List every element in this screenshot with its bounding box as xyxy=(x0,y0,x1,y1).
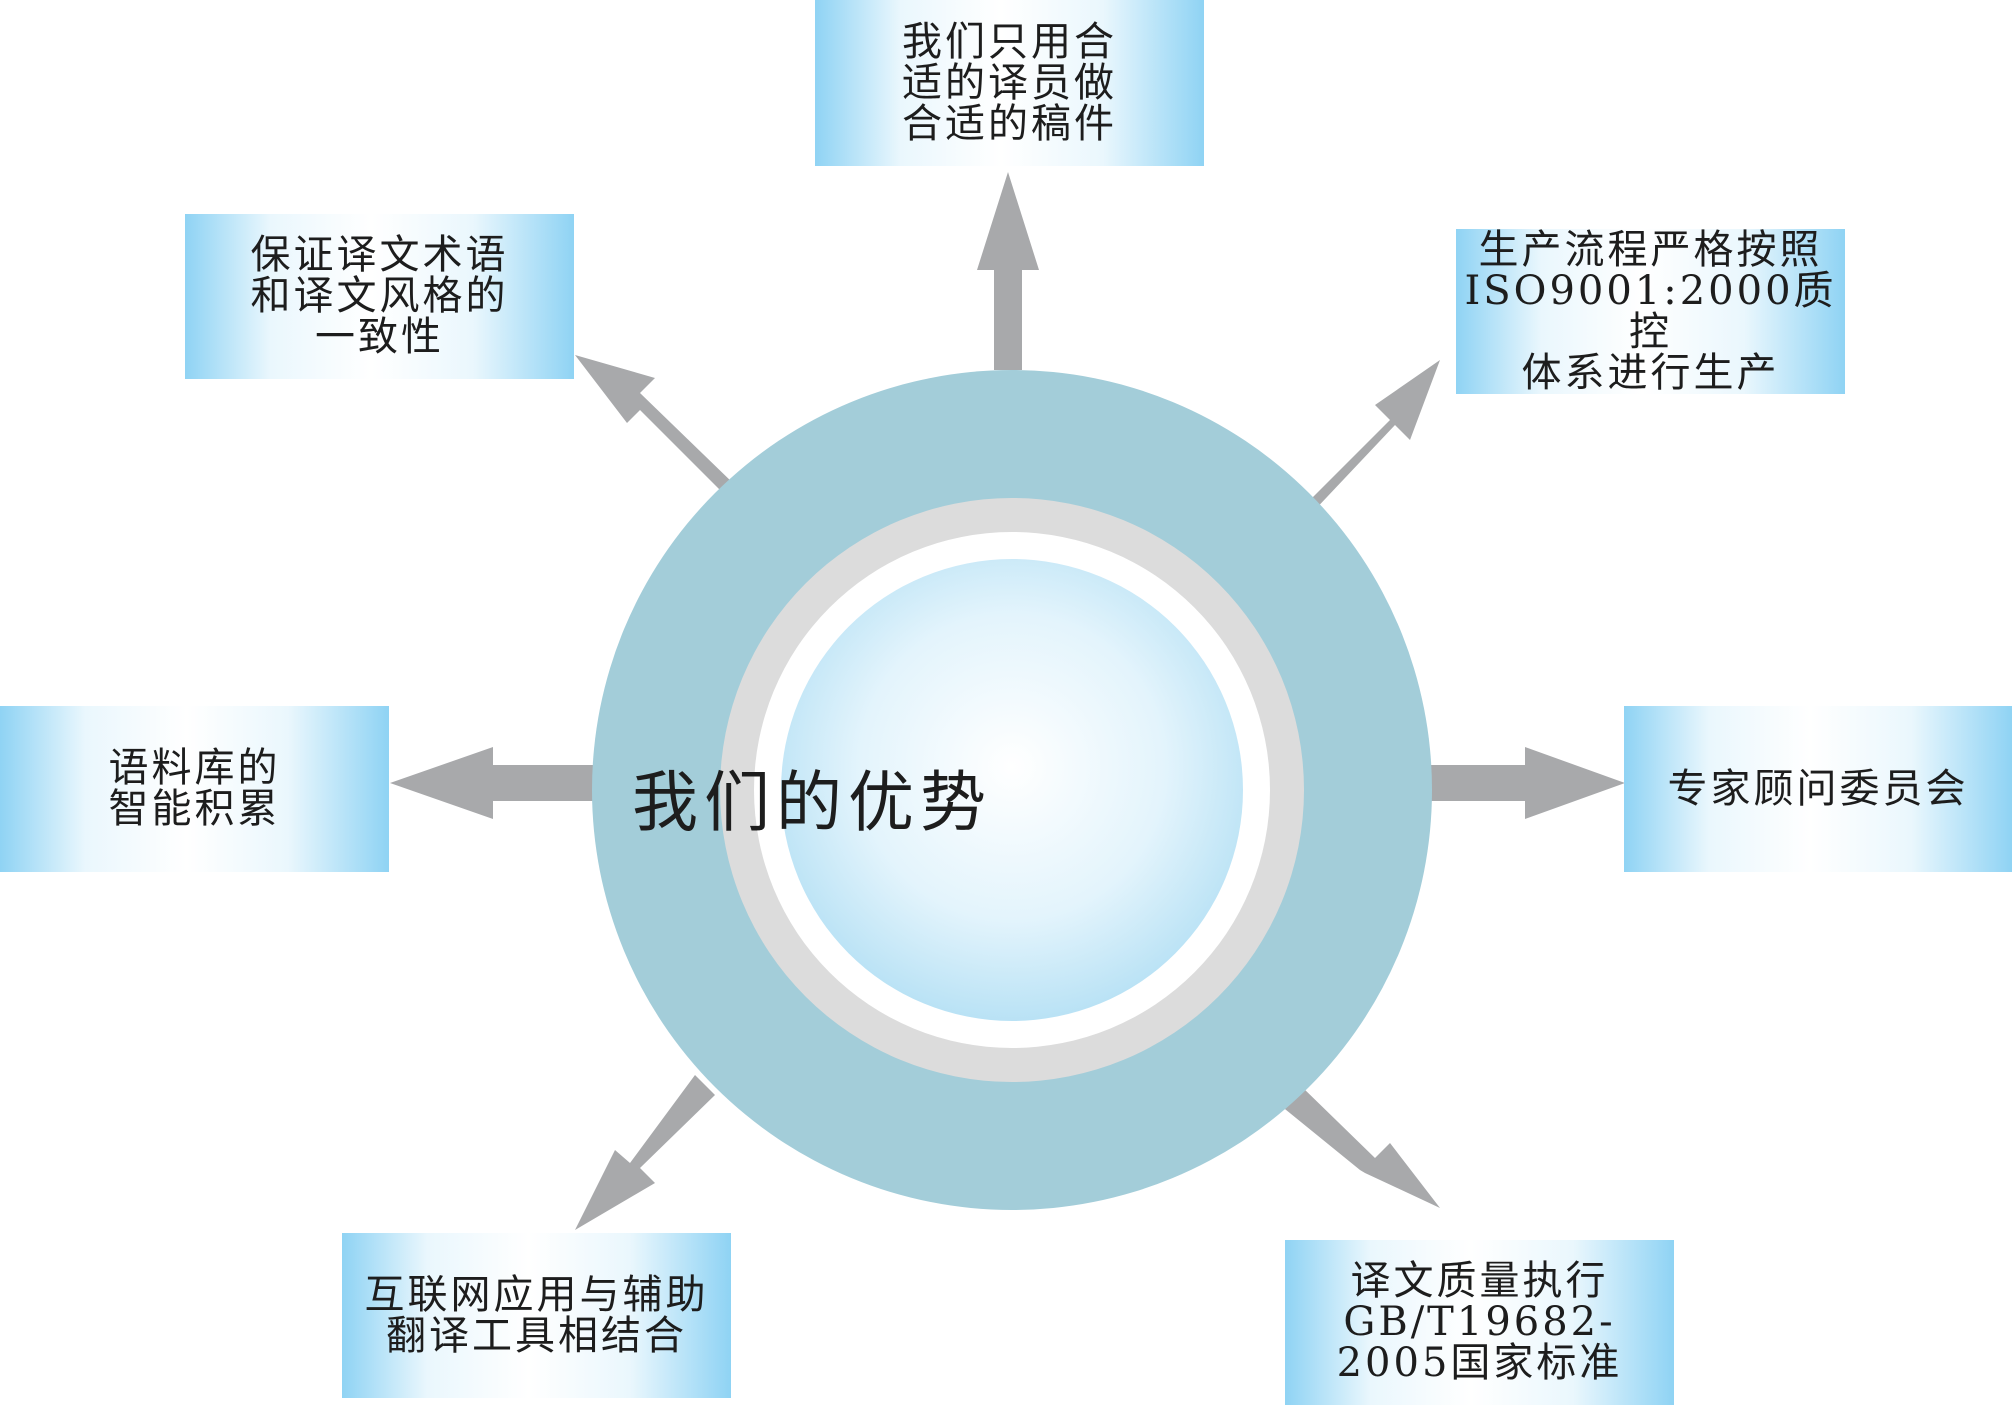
advantage-text-top-left: 保证译文术语 和译文风格的 一致性 xyxy=(250,232,509,360)
advantage-text-bottom-right: 译文质量执行 GB/T19682- 2005国家标准 xyxy=(1336,1258,1623,1386)
arrow-up-right xyxy=(1300,360,1440,515)
advantage-box-bottom-right: 译文质量执行 GB/T19682- 2005国家标准 xyxy=(1285,1240,1674,1405)
arrows xyxy=(390,172,1625,1230)
advantage-text-bottom-left: 互联网应用与辅助 翻译工具相结合 xyxy=(364,1271,709,1359)
advantage-box-left: 语料库的 智能积累 xyxy=(0,706,389,872)
center-circle xyxy=(592,370,1432,1210)
advantage-text-top-right: 生产流程严格按照 ISO9001:2000质控 体系进行生产 xyxy=(1464,226,1837,396)
advantage-box-bottom-left: 互联网应用与辅助 翻译工具相结合 xyxy=(342,1233,731,1398)
arrow-left xyxy=(390,747,593,819)
center-title: 我们的优势 xyxy=(632,764,992,841)
advantage-text-top: 我们只用合 适的译员做 合适的稿件 xyxy=(902,18,1117,147)
advantage-box-top-left: 保证译文术语 和译文风格的 一致性 xyxy=(185,214,574,379)
advantage-box-right: 专家顾问委员会 xyxy=(1624,706,2012,872)
arrow-down-right xyxy=(1280,1085,1440,1208)
core-circle xyxy=(781,559,1243,1021)
advantage-text-right: 专家顾问委员会 xyxy=(1667,765,1969,812)
advantage-box-top-right: 生产流程严格按照 ISO9001:2000质控 体系进行生产 xyxy=(1456,229,1845,394)
advantage-text-left: 语料库的 智能积累 xyxy=(108,745,281,832)
arrow-right xyxy=(1425,747,1625,819)
arrow-up xyxy=(977,172,1039,370)
arrow-up-left xyxy=(575,355,735,495)
advantage-box-top: 我们只用合 适的译员做 合适的稿件 xyxy=(815,0,1204,166)
arrow-down-left xyxy=(575,1075,715,1230)
